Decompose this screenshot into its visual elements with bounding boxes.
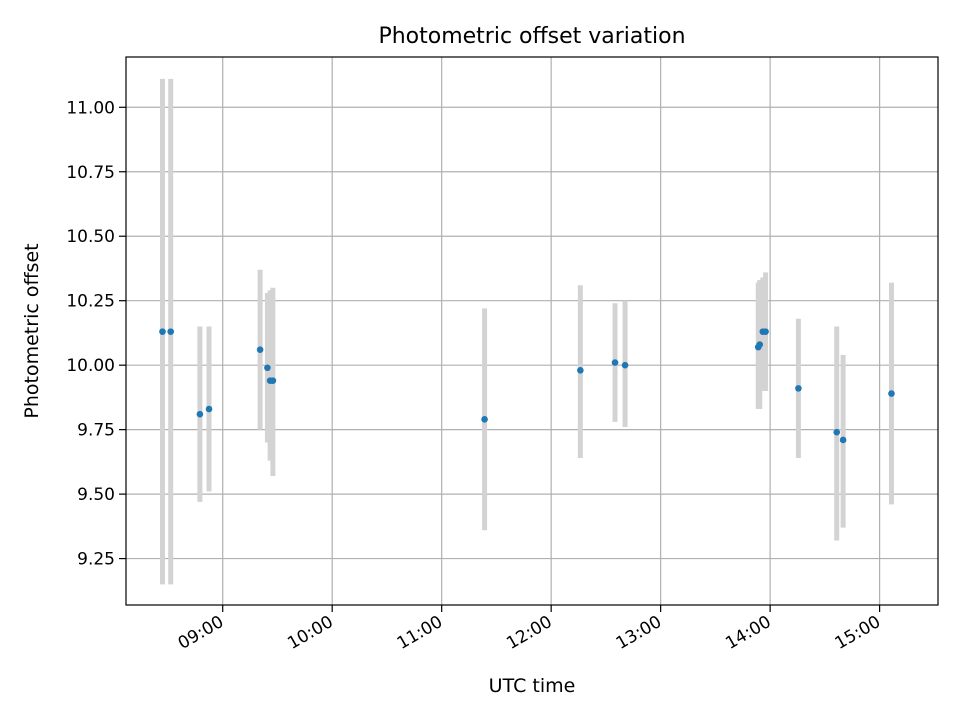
data-point [196, 410, 204, 418]
data-point [269, 377, 277, 384]
y-tick-label: 10.75 [66, 163, 115, 183]
data-point [756, 341, 764, 348]
data-point [833, 428, 841, 436]
data-point [762, 328, 769, 335]
x-axis-label: UTC time [489, 675, 576, 697]
data-point [264, 364, 271, 372]
y-tick-label: 9.25 [77, 550, 115, 570]
axes-frame [125, 56, 939, 606]
data-point [611, 359, 619, 366]
data-point [205, 405, 213, 413]
data-points [159, 328, 895, 444]
y-tick-label: 9.50 [77, 485, 115, 505]
data-point [481, 416, 488, 423]
data-point [888, 390, 895, 397]
data-point [159, 328, 166, 335]
y-axis-label: Photometric offset [21, 243, 43, 418]
y-tick-label: 11.00 [66, 98, 115, 118]
data-point [167, 328, 175, 335]
y-tick-label: 10.50 [66, 227, 115, 247]
chart-title: Photometric offset variation [378, 24, 685, 49]
data-point [577, 367, 584, 374]
data-point [621, 361, 629, 369]
data-point [256, 346, 264, 353]
data-point [839, 436, 847, 444]
data-point [795, 385, 802, 392]
y-tick-label: 9.75 [77, 421, 115, 441]
y-tick-label: 10.00 [66, 356, 115, 376]
y-tick-label: 10.25 [66, 292, 115, 312]
